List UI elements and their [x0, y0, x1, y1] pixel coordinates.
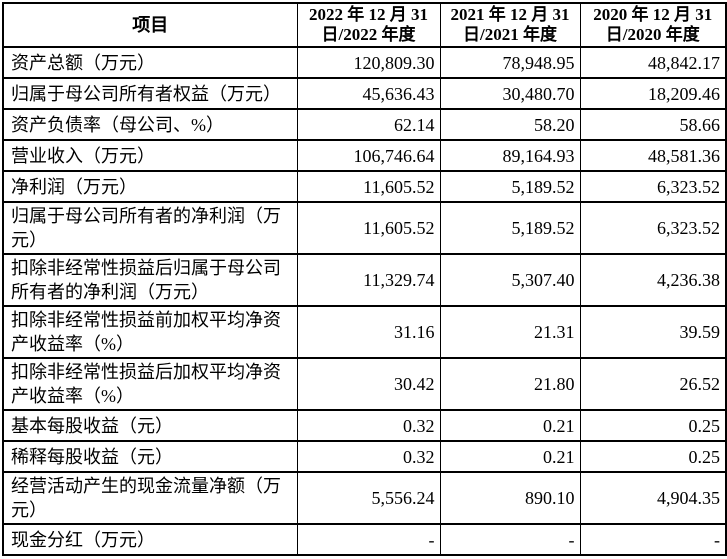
- value-cell: 78,948.95: [439, 46, 581, 79]
- table-row-net-profit: 净利润（万元） 11,605.52 5,189.52 6,323.52: [2, 170, 727, 203]
- value-cell: 11,605.52: [296, 170, 441, 203]
- row-label: 归属于母公司所有者权益（万元）: [2, 77, 298, 110]
- value-cell: 6,323.52: [579, 201, 727, 255]
- period-2021-line1: 2021 年 12 月 31: [450, 5, 570, 24]
- row-label: 营业收入（万元）: [2, 139, 298, 172]
- value-cell: 26.52: [579, 357, 727, 411]
- value-cell: -: [296, 523, 441, 556]
- table-row-total-assets: 资产总额（万元） 120,809.30 78,948.95 48,842.17: [2, 46, 727, 79]
- row-label: 经营活动产生的现金流量净额（万元）: [2, 471, 298, 525]
- value-cell: 0.21: [439, 440, 581, 473]
- table-row-parent-net-profit-excl-nonrecurring: 扣除非经常性损益后归属于母公司所有者的净利润（万元） 11,329.74 5,3…: [2, 253, 727, 307]
- column-header-period-2021: 2021 年 12 月 31 日/2021 年度: [439, 2, 581, 48]
- row-label: 资产负债率（母公司、%）: [2, 108, 298, 141]
- period-2021-line2: 日/2021 年度: [463, 25, 557, 44]
- value-cell: 21.31: [439, 305, 581, 359]
- value-cell: 62.14: [296, 108, 441, 141]
- period-2022-line1: 2022 年 12 月 31: [309, 5, 428, 24]
- column-header-item: 项目: [2, 2, 298, 48]
- period-2022-line2: 日/2022 年度: [321, 25, 416, 44]
- row-label: 归属于母公司所有者的净利润（万元）: [2, 201, 298, 255]
- value-cell: 11,329.74: [296, 253, 441, 307]
- value-cell: 21.80: [439, 357, 581, 411]
- row-label: 净利润（万元）: [2, 170, 298, 203]
- value-cell: 5,556.24: [296, 471, 441, 525]
- period-2020-line2: 日/2020 年度: [605, 25, 700, 44]
- row-label: 扣除非经常性损益前加权平均净资产收益率（%）: [2, 305, 298, 359]
- value-cell: -: [579, 523, 727, 556]
- value-cell: 31.16: [296, 305, 441, 359]
- value-cell: 45,636.43: [296, 77, 441, 110]
- value-cell: 0.32: [296, 440, 441, 473]
- value-cell: 5,189.52: [439, 201, 581, 255]
- table-row-basic-eps: 基本每股收益（元） 0.32 0.21 0.25: [2, 409, 727, 442]
- value-cell: 89,164.93: [439, 139, 581, 172]
- value-cell: 4,236.38: [579, 253, 727, 307]
- value-cell: 5,189.52: [439, 170, 581, 203]
- value-cell: 106,746.64: [296, 139, 441, 172]
- row-label: 现金分红（万元）: [2, 523, 298, 556]
- value-cell: 39.59: [579, 305, 727, 359]
- value-cell: 30.42: [296, 357, 441, 411]
- column-header-period-2022: 2022 年 12 月 31 日/2022 年度: [296, 2, 441, 48]
- table-row-parent-net-profit: 归属于母公司所有者的净利润（万元） 11,605.52 5,189.52 6,3…: [2, 201, 727, 255]
- value-cell: 890.10: [439, 471, 581, 525]
- row-label: 资产总额（万元）: [2, 46, 298, 79]
- row-label: 扣除非经常性损益后归属于母公司所有者的净利润（万元）: [2, 253, 298, 307]
- value-cell: 6,323.52: [579, 170, 727, 203]
- value-cell: 0.25: [579, 409, 727, 442]
- row-label: 稀释每股收益（元）: [2, 440, 298, 473]
- table-row-parent-equity: 归属于母公司所有者权益（万元） 45,636.43 30,480.70 18,2…: [2, 77, 727, 110]
- value-cell: 48,581.36: [579, 139, 727, 172]
- value-cell: 4,904.35: [579, 471, 727, 525]
- column-header-period-2020: 2020 年 12 月 31 日/2020 年度: [579, 2, 727, 48]
- value-cell: 30,480.70: [439, 77, 581, 110]
- value-cell: 11,605.52: [296, 201, 441, 255]
- table-row-debt-ratio: 资产负债率（母公司、%） 62.14 58.20 58.66: [2, 108, 727, 141]
- value-cell: 48,842.17: [579, 46, 727, 79]
- value-cell: 120,809.30: [296, 46, 441, 79]
- value-cell: 18,209.46: [579, 77, 727, 110]
- period-2020-line1: 2020 年 12 月 31: [593, 5, 713, 24]
- value-cell: 58.20: [439, 108, 581, 141]
- table-row-roe-before-nonrecurring: 扣除非经常性损益前加权平均净资产收益率（%） 31.16 21.31 39.59: [2, 305, 727, 359]
- value-cell: -: [439, 523, 581, 556]
- table-row-diluted-eps: 稀释每股收益（元） 0.32 0.21 0.25: [2, 440, 727, 473]
- table-row-revenue: 营业收入（万元） 106,746.64 89,164.93 48,581.36: [2, 139, 727, 172]
- table-row-cash-dividend: 现金分红（万元） - - -: [2, 523, 727, 556]
- value-cell: 58.66: [579, 108, 727, 141]
- table-row-operating-cash-flow: 经营活动产生的现金流量净额（万元） 5,556.24 890.10 4,904.…: [2, 471, 727, 525]
- value-cell: 0.25: [579, 440, 727, 473]
- table-row-roe-after-nonrecurring: 扣除非经常性损益后加权平均净资产收益率（%） 30.42 21.80 26.52: [2, 357, 727, 411]
- value-cell: 5,307.40: [439, 253, 581, 307]
- value-cell: 0.21: [439, 409, 581, 442]
- header-row: 项目 2022 年 12 月 31 日/2022 年度 2021 年 12 月 …: [2, 2, 727, 48]
- row-label: 扣除非经常性损益后加权平均净资产收益率（%）: [2, 357, 298, 411]
- value-cell: 0.32: [296, 409, 441, 442]
- row-label: 基本每股收益（元）: [2, 409, 298, 442]
